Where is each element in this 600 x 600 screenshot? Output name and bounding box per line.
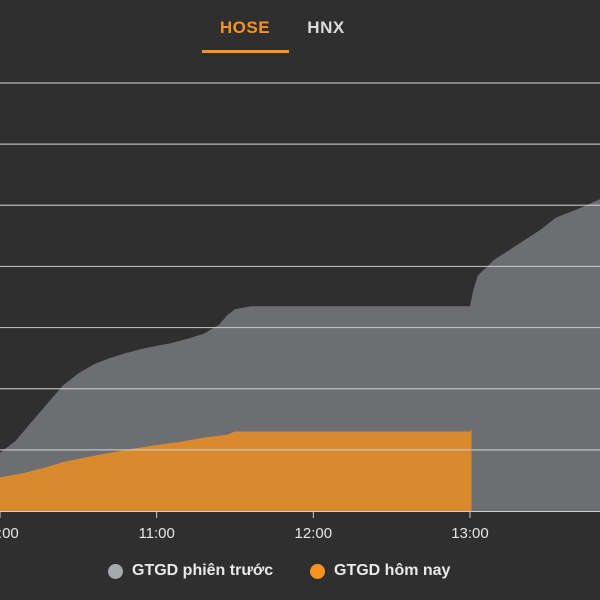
tab-hnx[interactable]: HNX — [307, 18, 345, 37]
x-tick-label-1: 11:00 — [138, 525, 174, 542]
legend-item-previous-session[interactable]: GTGD phiên trước — [108, 562, 273, 580]
legend-marker-previous — [108, 563, 123, 579]
legend-label-today: GTGD hôm nay — [334, 562, 451, 579]
active-tab-indicator — [202, 50, 289, 53]
legend-marker-today — [310, 563, 325, 579]
x-tick-label-0: 10:00 — [0, 525, 19, 542]
tab-hose[interactable]: HOSE — [219, 18, 271, 37]
series-area-1 — [0, 428, 472, 511]
grid-layer — [0, 82, 600, 451]
legend-item-today[interactable]: GTGD hôm nay — [310, 562, 450, 580]
series-layer — [0, 199, 600, 511]
x-tick-label-2: 12:00 — [295, 525, 333, 542]
x-axis: 10:00 11:00 12:00 13:00 — [0, 511, 600, 542]
exchange-tabs: HOSE HNX — [0, 0, 600, 60]
legend-label-previous: GTGD phiên trước — [132, 562, 274, 579]
legend: GTGD phiên trước GTGD hôm nay — [0, 562, 600, 592]
x-tick-label-3: 13:00 — [451, 525, 489, 542]
